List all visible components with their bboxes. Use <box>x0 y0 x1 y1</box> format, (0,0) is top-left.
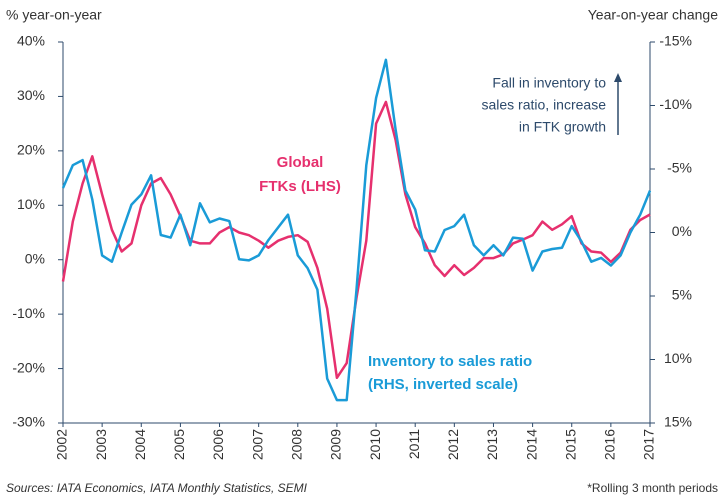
x-tick-label: 2004 <box>132 429 148 460</box>
y2-tick-label: -15% <box>659 33 692 49</box>
x-tick-label: 2013 <box>484 429 500 460</box>
y-axis-title: % year-on-year <box>6 7 102 23</box>
y-tick-label: 0% <box>25 250 45 266</box>
y-tick-label: -30% <box>12 414 45 430</box>
x-tick-label: 2002 <box>54 429 70 460</box>
x-tick-label: 2003 <box>93 429 109 460</box>
annotation: Global <box>277 154 324 171</box>
note: *Rolling 3 month periods <box>587 481 718 495</box>
x-tick-label: 2007 <box>249 429 265 460</box>
x-tick-label: 2015 <box>562 429 578 460</box>
series-line <box>61 100 651 380</box>
y2-axis-title: Year-on-year change <box>588 7 718 23</box>
x-tick-label: 2006 <box>210 429 226 460</box>
x-tick-label: 2011 <box>406 429 422 459</box>
arrow-head <box>614 73 622 82</box>
annotation: Inventory to sales ratio <box>368 353 532 370</box>
x-tick-label: 2010 <box>367 429 383 460</box>
y-tick-label: -20% <box>12 359 45 375</box>
x-tick-label: 2016 <box>602 429 618 460</box>
y2-tick-label: 5% <box>672 287 692 303</box>
y2-tick-label: 0% <box>672 223 692 239</box>
y-tick-label: 40% <box>17 33 45 49</box>
annotation: sales ratio, increase <box>481 97 606 113</box>
annotation: (RHS, inverted scale) <box>368 376 518 393</box>
series-line <box>61 58 652 402</box>
annotation: in FTK growth <box>519 119 606 135</box>
y-tick-label: 10% <box>17 196 45 212</box>
x-tick-label: 2008 <box>289 429 305 460</box>
x-tick-label: 2017 <box>641 429 657 460</box>
x-tick-label: 2009 <box>328 429 344 460</box>
y-tick-label: 20% <box>17 142 45 158</box>
x-tick-label: 2012 <box>445 429 461 460</box>
y2-tick-label: -5% <box>667 160 692 176</box>
x-tick-label: 2005 <box>171 429 187 460</box>
x-tick-label: 2014 <box>523 429 539 460</box>
y2-tick-label: 15% <box>664 414 692 430</box>
y-tick-label: 30% <box>17 87 45 103</box>
y2-tick-label: 10% <box>664 350 692 366</box>
y2-tick-label: -10% <box>659 96 692 112</box>
annotation: FTKs (LHS) <box>259 178 341 195</box>
annotation: Fall in inventory to <box>492 75 606 91</box>
y-tick-label: -10% <box>12 305 45 321</box>
source: Sources: IATA Economics, IATA Monthly St… <box>6 481 308 495</box>
